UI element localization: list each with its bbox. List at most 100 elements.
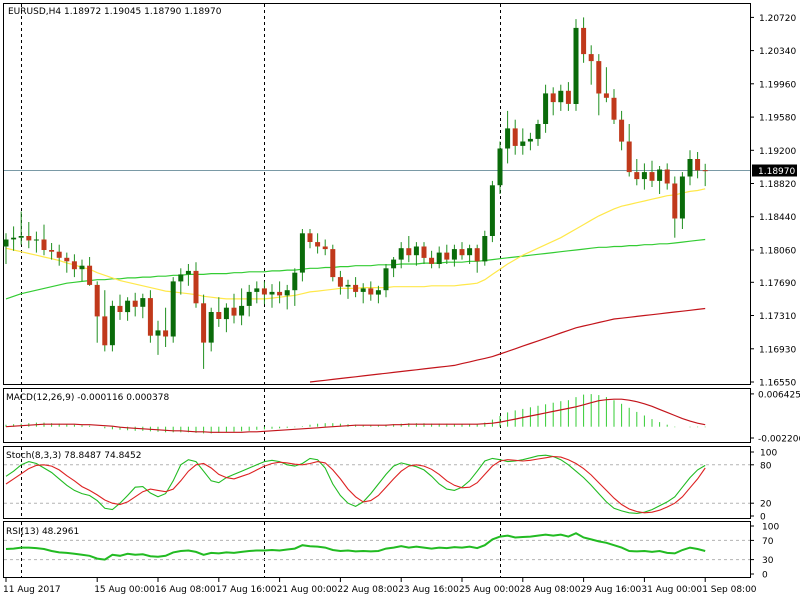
candle — [208, 307, 214, 352]
candle-body — [626, 141, 632, 173]
macd-signal-line — [5, 398, 706, 433]
y-tick-label: 100 — [762, 523, 779, 533]
y-tick-label: 100 — [760, 449, 777, 459]
candle — [641, 163, 647, 190]
candle — [520, 128, 526, 155]
y-tick-label: -0.002206 — [758, 435, 800, 445]
candle — [322, 239, 328, 256]
candle-body — [398, 248, 404, 260]
candle — [360, 283, 366, 304]
candle — [3, 233, 9, 264]
candle — [558, 84, 564, 111]
candle — [277, 281, 283, 304]
candle — [64, 252, 70, 273]
candle — [619, 110, 625, 151]
candle-body — [573, 27, 579, 104]
candle-body — [436, 252, 442, 264]
candle-body — [406, 248, 412, 256]
candle-body — [695, 159, 701, 171]
candle — [581, 17, 587, 63]
candle-body — [581, 27, 587, 55]
candle — [193, 262, 199, 308]
candle-body — [474, 248, 480, 262]
candle-body — [87, 265, 93, 285]
candle-body — [223, 307, 229, 320]
candle-body — [231, 307, 237, 316]
candle-body — [284, 290, 290, 296]
candle-body — [543, 93, 549, 124]
candle — [565, 82, 571, 111]
stoch-pane[interactable]: Stoch(8,3,3) 78.8487 74.8452 100 80 20 0 — [3, 446, 778, 523]
y-tick-label: 20 — [760, 500, 772, 510]
candle — [679, 172, 685, 229]
candle-body — [353, 284, 359, 292]
candle — [375, 285, 381, 304]
candle-body — [49, 250, 55, 252]
candle — [261, 281, 267, 305]
y-tick-label: 1.16930 — [759, 345, 796, 355]
macd-pane[interactable]: MACD(12,26,9) -0.000116 0.000378 0.00642… — [3, 388, 800, 445]
stoch-lines — [5, 454, 706, 514]
candle — [109, 300, 115, 352]
candle — [368, 281, 374, 301]
rsi-pane-frame — [3, 521, 751, 578]
candle-body — [527, 138, 533, 142]
candle — [421, 242, 427, 264]
rsi-pane-title: RSI(13) 48.2961 — [6, 527, 79, 537]
candle-body — [467, 248, 473, 256]
candle-body — [444, 252, 450, 260]
candle-body — [345, 284, 351, 287]
candle-body — [185, 270, 191, 275]
candle — [284, 284, 290, 310]
x-tick-label: 1 Sep 08:00 — [702, 585, 757, 595]
candle — [56, 244, 62, 266]
candle-body — [360, 288, 366, 292]
x-tick-label: 21 Aug 00:00 — [277, 585, 338, 595]
candle — [178, 268, 184, 295]
candle — [41, 224, 47, 256]
candle — [497, 141, 503, 194]
y-tick-label: 1.20720 — [759, 14, 796, 24]
candle — [231, 293, 237, 324]
candle-body — [193, 270, 199, 304]
candle-body — [208, 312, 214, 343]
candle — [269, 284, 275, 308]
y-tick-label: 1.17690 — [759, 279, 796, 289]
candle — [391, 257, 397, 278]
candle-body — [672, 183, 678, 219]
candle — [695, 152, 701, 179]
candle — [649, 160, 655, 187]
candle-body — [679, 176, 685, 219]
candle-body — [307, 233, 313, 242]
candle — [527, 132, 533, 151]
candle — [87, 257, 93, 286]
stoch-pane-title: Stoch(8,3,3) 78.8487 74.8452 — [6, 451, 141, 461]
candle-body — [292, 272, 298, 291]
candle — [444, 244, 450, 264]
candle-body — [664, 169, 670, 184]
candle — [345, 279, 351, 299]
y-tick-label: 0 — [762, 571, 768, 581]
candle — [436, 246, 442, 269]
y-tick-label: 1.18440 — [759, 213, 796, 223]
candle-body — [413, 246, 419, 256]
candle — [292, 268, 298, 306]
price-pane[interactable]: EURUSD,H4 1.18972 1.19045 1.18790 1.1897… — [3, 3, 798, 389]
candle — [155, 320, 161, 355]
rsi-pane[interactable]: RSI(13) 48.2961 100 70 30 0 — [3, 521, 780, 581]
candle-body — [337, 277, 343, 287]
stoch-pane-frame — [3, 446, 751, 519]
candle-body — [140, 298, 146, 307]
candle — [512, 119, 518, 155]
candle-body — [512, 128, 518, 146]
candle-body — [201, 303, 207, 343]
candle-body — [102, 316, 108, 346]
candle — [588, 45, 594, 85]
price-pane-frame — [3, 3, 751, 385]
candle-body — [596, 61, 602, 94]
candle-body — [550, 93, 556, 103]
candle-body — [375, 290, 381, 295]
candle-body — [277, 291, 283, 296]
candle — [299, 229, 305, 282]
y-tick-label: 1.18820 — [759, 180, 796, 190]
